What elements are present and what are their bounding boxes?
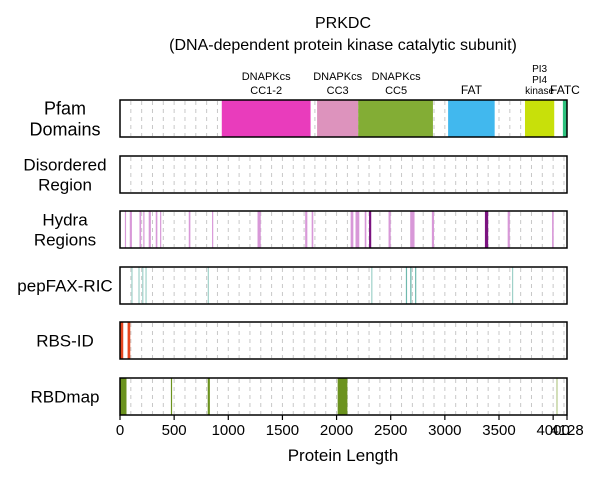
track-hydra-regions-segment-6 xyxy=(155,211,158,248)
x-tick-label-4128: 4128 xyxy=(550,422,583,439)
track-hydra-regions-segment-11 xyxy=(305,211,308,248)
track-hydra-regions-frame xyxy=(119,210,568,249)
track-pepfax-ric: pepFAX-RIC xyxy=(17,266,568,305)
track-pfam-domains-segment-5 xyxy=(524,100,555,137)
domain-label-pi3-pi4-kinase-line-3: kinase xyxy=(525,86,554,97)
track-hydra-regions-segment-3 xyxy=(139,211,142,248)
track-hydra-regions-segment-17 xyxy=(388,211,391,248)
track-pfam-domains-frame xyxy=(119,99,568,138)
track-rbs-id-frame xyxy=(119,321,568,360)
domain-label-dnapkcs-cc5-line-1: DNAPKcs xyxy=(372,71,421,83)
track-pfam-domains-segment-4 xyxy=(448,100,495,137)
x-axis-label: Protein Length xyxy=(288,446,399,465)
x-tick-label-0: 0 xyxy=(116,422,124,439)
domain-label-dnapkcs-cc3-line-1: DNAPKcs xyxy=(313,71,362,83)
track-hydra-regions-segment-15 xyxy=(364,211,367,248)
track-hydra-regions-segment-2 xyxy=(129,211,132,248)
domain-label-pi3-pi4-kinase-line-1: PI3 xyxy=(532,64,547,75)
track-pfam-domains-segment-2 xyxy=(317,100,359,137)
track-label-disordered-region-line-1: Disordered xyxy=(23,156,106,175)
track-hydra-regions-segment-12 xyxy=(311,211,314,248)
track-label-pepfax-ric-line-1: pepFAX-RIC xyxy=(17,277,112,296)
x-tick-label-500: 500 xyxy=(162,422,187,439)
track-rbdmap-segment-4 xyxy=(337,378,348,415)
track-label-pfam-domains-line-1: Pfam xyxy=(44,98,86,118)
track-hydra-regions-segment-18 xyxy=(410,211,415,248)
track-rbdmap: RBDmap xyxy=(31,377,568,416)
track-label-disordered-region-line-2: Region xyxy=(38,176,92,195)
track-hydra-regions-segment-5 xyxy=(148,211,151,248)
track-pepfax-ric-segment-5 xyxy=(207,267,209,304)
track-label-rbdmap-line-1: RBDmap xyxy=(31,388,100,407)
track-hydra-regions-segment-10 xyxy=(257,211,261,248)
x-tick-label-1500: 1500 xyxy=(266,422,299,439)
track-hydra-regions-segment-1 xyxy=(124,211,127,248)
track-pepfax-ric-segment-9 xyxy=(415,267,417,304)
track-pepfax-ric-segment-7 xyxy=(405,267,408,304)
domain-label-pi3-pi4-kinase-line-2: PI4 xyxy=(532,75,547,86)
track-hydra-regions-segment-9 xyxy=(212,211,214,248)
track-hydra-regions-segment-7 xyxy=(160,211,162,248)
track-hydra-regions-segment-8 xyxy=(188,211,191,248)
track-label-rbs-id-line-1: RBS-ID xyxy=(36,332,94,351)
track-hydra-regions-segment-21 xyxy=(507,211,510,248)
x-tick-label-2000: 2000 xyxy=(320,422,353,439)
domain-label-dnapkcs-cc3-line-2: CC3 xyxy=(327,85,349,97)
track-pfam-domains-segment-3 xyxy=(358,100,433,137)
track-pepfax-ric-segment-6 xyxy=(371,267,373,304)
chart-title-line2: (DNA-dependent protein kinase catalytic … xyxy=(169,37,517,54)
track-pepfax-ric-segment-1 xyxy=(131,267,133,304)
track-hydra-regions-segment-19 xyxy=(431,211,435,248)
track-pepfax-ric-segment-8 xyxy=(410,267,412,304)
track-label-hydra-regions-line-1: Hydra xyxy=(42,211,88,230)
chart-title-line1: PRKDC xyxy=(315,15,371,32)
track-hydra-regions-segment-4 xyxy=(143,211,145,248)
domain-label-fat-line-1: FAT xyxy=(461,83,483,97)
track-rbdmap-frame xyxy=(119,377,568,416)
x-tick-label-3500: 3500 xyxy=(482,422,515,439)
track-rbs-id: RBS-ID xyxy=(36,321,568,360)
track-hydra-regions-segment-22 xyxy=(552,211,554,248)
track-rbs-id-segment-2 xyxy=(127,322,131,359)
track-label-hydra-regions-line-2: Regions xyxy=(34,231,96,250)
x-tick-label-2500: 2500 xyxy=(374,422,407,439)
track-rbdmap-segment-3 xyxy=(207,378,210,415)
track-pepfax-ric-segment-4 xyxy=(145,267,147,304)
track-disordered-region-frame xyxy=(119,155,568,194)
track-rbdmap-segment-5 xyxy=(556,378,558,415)
track-pfam-domains-segment-1 xyxy=(221,100,311,137)
track-hydra-regions-segment-14 xyxy=(355,211,360,248)
track-pepfax-ric-frame xyxy=(119,266,568,305)
track-pepfax-ric-segment-2 xyxy=(138,267,140,304)
domain-label-fatc-line-1: FATC xyxy=(550,83,580,97)
track-rbdmap-segment-2 xyxy=(170,378,173,415)
track-hydra-regions-segment-13 xyxy=(350,211,354,248)
x-tick-label-1000: 1000 xyxy=(212,422,245,439)
x-tick-label-4000: 4000 xyxy=(536,422,569,439)
track-rbs-id-segment-1 xyxy=(120,322,124,359)
domain-label-dnapkcs-cc1-2-line-2: CC1-2 xyxy=(250,85,282,97)
track-pfam-domains-segment-6 xyxy=(562,100,567,137)
x-tick-label-3000: 3000 xyxy=(428,422,461,439)
track-label-pfam-domains-line-2: Domains xyxy=(29,119,100,139)
track-hydra-regions-segment-16 xyxy=(369,211,372,248)
track-rbdmap-segment-1 xyxy=(120,378,127,415)
domain-label-dnapkcs-cc5-line-2: CC5 xyxy=(385,85,407,97)
track-pepfax-ric-segment-3 xyxy=(142,267,144,304)
track-pepfax-ric-segment-10 xyxy=(511,267,514,304)
domain-label-dnapkcs-cc1-2-line-1: DNAPKcs xyxy=(242,71,291,83)
track-hydra-regions-segment-20 xyxy=(484,211,489,248)
